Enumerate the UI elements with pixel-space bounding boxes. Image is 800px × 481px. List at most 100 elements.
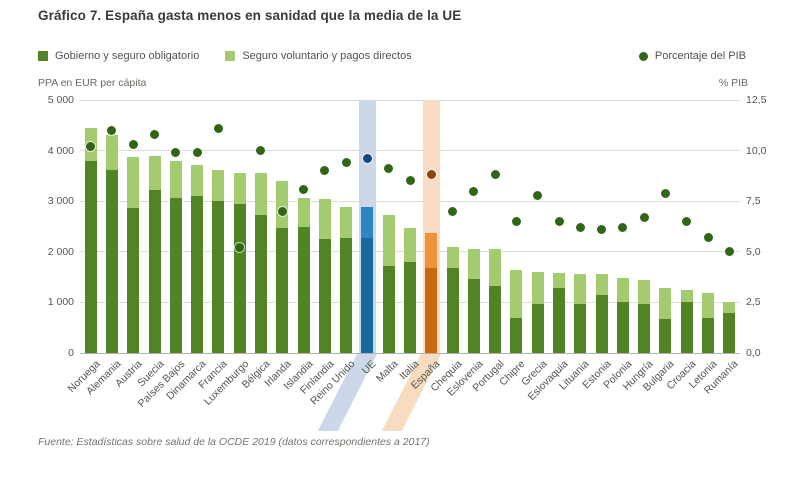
bar-segment-voluntary [404,228,416,262]
pib-dot-Polonia [618,223,628,232]
bar-Grecia [531,272,544,353]
bar-Croacia [680,289,693,353]
pib-dot-Hungría [639,212,649,222]
bar-segment-voluntary [191,165,204,197]
bar-segment-government [148,189,161,353]
legend-item-voluntary: Seguro voluntario y pagos directos [225,50,412,62]
pib-dot-Eslovenia [469,186,479,196]
bar-segment-voluntary [489,248,502,286]
pib-dot-Italia [405,176,415,186]
bar-segment-government [638,304,651,353]
y-tick-right: 5,0 [746,245,761,258]
bar-Austria [127,157,140,353]
bar-segment-government [212,200,225,353]
bar-segment-government [105,170,118,353]
bar-segment-government [446,267,459,353]
bar-Eslovenia [467,248,480,353]
bar-segment-government [382,266,395,353]
bar-segment-government [169,198,182,353]
bar-segment-government [510,318,523,353]
bar-segment-voluntary [105,134,118,171]
bar-Lituania [574,274,587,353]
bar-segment-government [361,238,374,353]
bar-segment-government [553,288,566,353]
pib-dot-Suecia [150,129,160,139]
bar-segment-voluntary [574,274,587,305]
pib-dot-Luxemburgo [235,243,245,253]
bar-segment-government [276,228,289,353]
bar-segment-government [659,318,672,353]
y-tick-right: 2,5 [746,296,761,309]
bar-segment-government [84,160,97,353]
x-axis-area: Noruega Alemania Austria Suecia Países Bajos… [0,353,800,439]
bar-Chequia [446,247,459,353]
pib-dot-Malta [384,164,394,174]
legend-label-voluntary: Seguro voluntario y pagos directos [242,50,412,62]
pib-dot-Francia [213,123,223,133]
bar-segment-voluntary [638,279,651,305]
bar-segment-voluntary [659,287,672,319]
bar-segment-voluntary [595,274,608,295]
x-label-Malta: Malta [373,358,401,385]
bar-segment-government [531,304,544,353]
pib-dot-Alemania [107,125,117,135]
y-tick-left: 0 [68,347,74,359]
bar-segment-government [297,226,310,353]
bar-segment-voluntary [702,293,715,319]
chart-title: Gráfico 7. España gasta menos en sanidad… [38,8,462,23]
bar-Eslovaquia [553,273,566,353]
bar-segment-voluntary [340,206,353,239]
pib-dot-Irlanda [277,206,287,216]
plot-area [80,99,740,354]
bar-Polonia [616,277,629,353]
y-tick-right: 7,5 [746,195,761,208]
bar-Letonia [702,293,715,353]
bar-segment-government [723,313,736,353]
bar-segment-voluntary [361,207,374,239]
y-tick-right: 0,0 [746,347,761,359]
bar-Noruega [84,127,97,353]
gridline [80,150,740,152]
pib-dot-icon [638,51,648,61]
pib-dot-Finlandia [320,166,330,176]
bar-Portugal [489,248,502,353]
bar-segment-voluntary [680,289,693,302]
legend: Gobierno y seguro obligatorio Seguro vol… [38,50,412,62]
legend-label-government: Gobierno y seguro obligatorio [55,50,200,62]
bar-segment-government [191,196,204,353]
y-tick-left: 1 000 [47,296,74,309]
bar-segment-voluntary [616,277,629,303]
y-tick-right: 12,5 [746,94,767,106]
bar-Malta [382,215,395,353]
bar-segment-government [254,215,267,353]
pib-dot-Noruega [86,142,96,152]
bar-segment-voluntary [382,215,395,267]
bar-segment-voluntary [723,302,736,314]
bar-segment-voluntary [318,198,331,239]
pib-dot-UE [362,154,372,164]
legend-item-pib: Porcentaje del PIB [638,50,746,62]
voluntary-swatch-icon [225,51,236,61]
gridline [80,200,740,202]
bar-segment-government [616,302,629,353]
y-tick-left: 2 000 [47,245,74,258]
bar-segment-government [595,294,608,353]
pib-dot-Austria [128,140,138,150]
pib-dot-Dinamarca [192,148,202,158]
y-tick-left: 5 000 [47,94,74,106]
bar-Rumanía [723,302,736,353]
pib-dot-Reino Unido [341,158,351,168]
bar-UE [361,207,374,353]
pib-dot-Grecia [533,190,543,200]
left-axis-caption: PPA en EUR per cápita [38,77,147,89]
bar-Luxemburgo [233,172,246,353]
bar-segment-government [574,304,587,353]
right-axis-caption: % PIB [718,77,748,89]
bar-segment-voluntary [446,247,459,268]
government-swatch-icon [38,51,48,61]
bar-España [425,233,438,353]
pib-dot-Islandia [299,184,309,194]
pib-dot-Rumanía [724,247,734,257]
bar-segment-government [127,207,140,353]
